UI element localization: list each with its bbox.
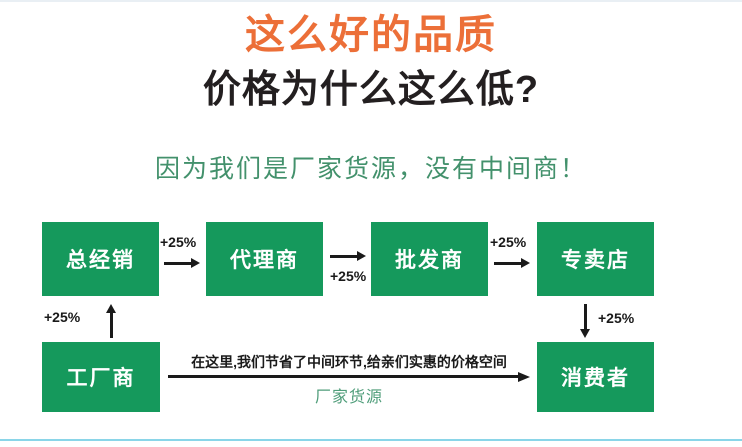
flow-box-label: 工厂商	[66, 367, 136, 390]
arrow-head	[191, 258, 200, 268]
arrow-shaft	[494, 262, 522, 265]
arrow-shaft	[164, 262, 192, 265]
arrow-head	[357, 251, 366, 261]
direct-channel-sublabel: 厂家货源	[314, 389, 383, 406]
flow-box-label: 消费者	[561, 367, 630, 390]
arrow-head	[106, 304, 116, 313]
arrow-right-icon	[330, 251, 366, 263]
flow-box-label: 总经销	[66, 249, 135, 272]
markup-label-distributor-to-agent: +25%	[160, 234, 197, 250]
top-divider	[0, 0, 742, 2]
arrow-down-icon	[580, 304, 592, 338]
markup-label-agent-to-wholesaler: +25%	[330, 268, 367, 284]
headline-secondary: 价格为什么这么低?	[202, 69, 540, 111]
headline-subtitle: 因为我们是厂家货源，没有中间商！	[154, 155, 587, 183]
flow-box-consumer: 消费者	[537, 342, 654, 412]
arrow-shaft	[330, 255, 358, 258]
headline-primary: 这么好的品质	[245, 13, 497, 57]
flow-box-factory: 工厂商	[42, 342, 160, 412]
arrow-shaft	[110, 312, 113, 338]
flow-box-label: 批发商	[395, 249, 464, 272]
arrow-up-icon	[106, 304, 118, 338]
arrow-head	[521, 258, 530, 268]
bottom-divider	[0, 439, 742, 441]
flow-box-distributor: 总经销	[42, 222, 159, 296]
flow-box-label: 专卖店	[561, 249, 630, 272]
direct-channel-text: 在这里,我们节省了中间环节,给亲们实惠的价格空间	[191, 354, 507, 370]
arrow-right-icon	[494, 258, 530, 270]
flow-box-agent: 代理商	[206, 222, 323, 296]
arrow-shaft	[168, 375, 520, 378]
arrow-right-long-icon	[168, 372, 530, 382]
arrow-shaft	[584, 304, 587, 330]
arrow-head	[518, 372, 530, 382]
arrow-right-icon	[164, 258, 200, 270]
flow-box-store: 专卖店	[537, 222, 654, 296]
flow-box-label: 代理商	[230, 249, 299, 272]
arrow-head	[580, 329, 590, 338]
flow-box-wholesaler: 批发商	[371, 222, 488, 296]
markup-label-factory-to-distributor: +25%	[44, 309, 81, 325]
markup-label-store-to-consumer: +25%	[598, 310, 635, 326]
markup-label-wholesaler-to-store: +25%	[490, 234, 527, 250]
